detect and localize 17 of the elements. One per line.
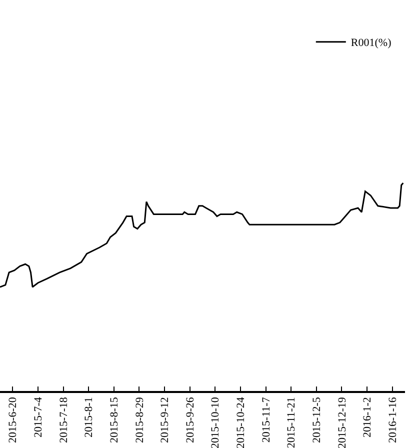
legend-label: R001(%) bbox=[350, 37, 392, 50]
x-tick-label: 2015-12-5 bbox=[310, 396, 323, 443]
x-tick-label: 2015-7-4 bbox=[32, 396, 45, 438]
x-tick-label: 2015-8-1 bbox=[83, 397, 96, 438]
x-tick-label: 2015-8-15 bbox=[108, 396, 120, 443]
x-tick-label: 2016-1-2 bbox=[362, 397, 374, 438]
x-tick-label: 2015-8-29 bbox=[134, 396, 146, 443]
x-tick-label: 2015-10-24 bbox=[235, 396, 248, 448]
x-tick-label: 2015-9-26 bbox=[184, 396, 196, 443]
x-tick-label: 2016-1-16 bbox=[386, 396, 399, 443]
x-tick-label: 2015-11-21 bbox=[286, 397, 298, 448]
x-tick-label: 2015-6-20 bbox=[7, 396, 20, 443]
x-tick-label: 2015-7-18 bbox=[58, 396, 70, 443]
x-tick-label: 2015-11-7 bbox=[260, 396, 272, 443]
x-tick-label: 2015-9-12 bbox=[159, 397, 172, 443]
x-tick-label: 2015-10-10 bbox=[210, 396, 222, 448]
x-tick-label: 2015-12-19 bbox=[336, 396, 348, 448]
